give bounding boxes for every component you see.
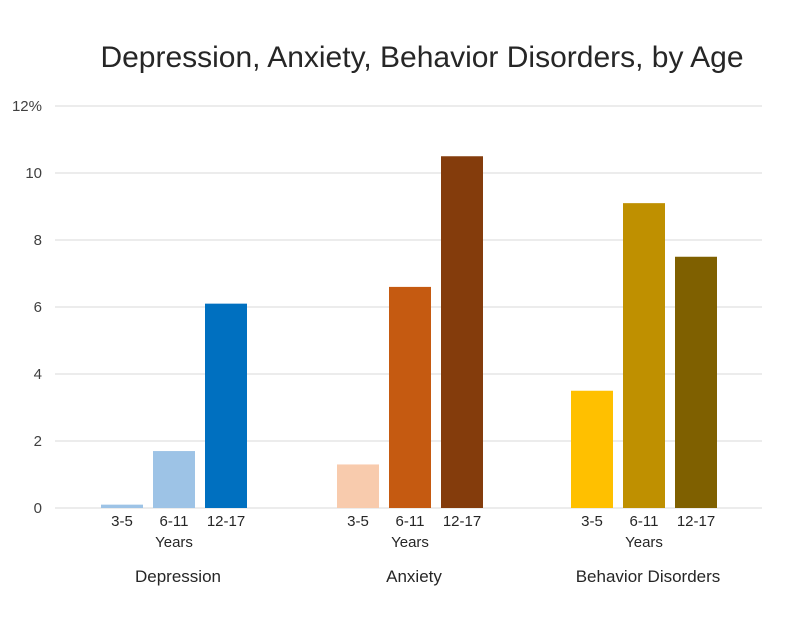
x-tick-label: 12-17: [443, 513, 481, 530]
bar-anxiety-6-11: [389, 286, 431, 508]
bar-anxiety-3-5: [337, 464, 379, 508]
bar-anxiety-12-17: [441, 156, 483, 508]
years-label: Years: [391, 534, 429, 551]
y-tick-label: 10: [25, 165, 42, 182]
x-tick-label: 6-11: [630, 513, 659, 530]
group-label: Anxiety: [386, 567, 442, 586]
x-tick-label: 6-11: [160, 513, 189, 530]
x-tick-label: 12-17: [207, 513, 245, 530]
bar-behavior-disorders-12-17: [675, 256, 717, 508]
y-tick-label: 4: [34, 366, 42, 383]
y-tick-label: 8: [34, 232, 42, 249]
group-label: Depression: [135, 567, 221, 586]
y-tick-label: 12%: [12, 98, 42, 115]
y-tick-label: 2: [34, 433, 42, 450]
x-tick-label: 3-5: [111, 513, 133, 530]
y-tick-label: 0: [34, 500, 42, 517]
x-tick-label: 3-5: [347, 513, 369, 530]
bars: [101, 156, 717, 508]
x-tick-label: 12-17: [677, 513, 715, 530]
group-label: Behavior Disorders: [576, 567, 721, 586]
x-axis-labels: 3-5 6-11 12-17 Years Depression 3-5 6-11 12-17 Y…: [111, 513, 720, 586]
bar-depression-12-17: [205, 303, 247, 508]
bar-depression-3-5: [101, 504, 143, 508]
years-label: Years: [155, 534, 193, 551]
bar-behavior-disorders-6-11: [623, 203, 665, 508]
y-axis-ticks: 0 2 4 6 8 10 12%: [12, 98, 42, 517]
bar-behavior-disorders-3-5: [571, 390, 613, 508]
x-tick-label: 3-5: [581, 513, 603, 530]
years-label: Years: [625, 534, 663, 551]
chart-title: Depression, Anxiety, Behavior Disorders,…: [100, 41, 743, 74]
bar-depression-6-11: [153, 451, 195, 508]
y-tick-label: 6: [34, 299, 42, 316]
x-tick-label: 6-11: [396, 513, 425, 530]
